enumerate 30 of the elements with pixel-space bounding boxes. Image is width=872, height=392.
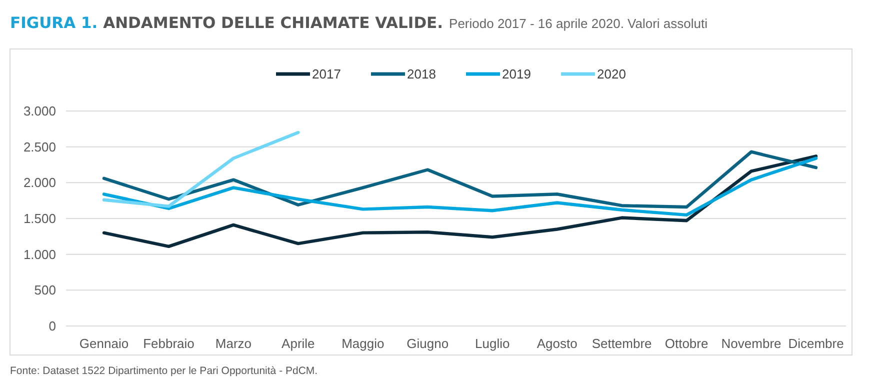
line-series xyxy=(102,150,818,209)
y-tick-label: 2.500 xyxy=(23,139,56,154)
x-tick-label: Maggio xyxy=(342,336,384,351)
y-tick-label: 500 xyxy=(34,282,56,298)
x-tick-label: Novembre xyxy=(721,336,782,351)
x-tick-label: Luglio xyxy=(475,336,510,351)
x-tick-label: Febbraio xyxy=(143,336,194,351)
y-tick-label: 1.500 xyxy=(23,211,56,226)
x-tick-label: Agosto xyxy=(536,336,578,351)
chart-subtitle: Periodo 2017 - 16 aprile 2020. Valori assoluti xyxy=(449,16,708,31)
y-tick-label: 0 xyxy=(48,318,56,334)
x-tick-label: Aprile xyxy=(282,336,315,351)
legend-label: 2017 xyxy=(312,66,341,82)
line-series xyxy=(102,156,818,217)
legend-label: 2018 xyxy=(407,66,436,82)
y-tick-label: 2.000 xyxy=(23,175,56,190)
line-series xyxy=(102,154,818,248)
source-note: Fonte: Dataset 1522 Dipartimento per le Pari Opportunità - PdCM. xyxy=(10,365,318,377)
legend-label: 2019 xyxy=(502,66,531,82)
x-tick-label: Gennaio xyxy=(79,336,129,351)
x-tick-label: Settembre xyxy=(592,336,652,351)
y-tick-label: 1.000 xyxy=(23,246,56,262)
x-tick-label: Dicembre xyxy=(788,336,844,351)
x-tick-label: Marzo xyxy=(215,336,252,351)
y-tick-label: 3.000 xyxy=(23,104,56,119)
line-series xyxy=(102,130,300,208)
chart-title: FIGURA 1. ANDAMENTO DELLE CHIAMATE VALIDE. xyxy=(10,14,444,32)
legend-label: 2020 xyxy=(597,66,626,82)
x-tick-label: Giugno xyxy=(406,336,449,351)
x-tick-label: Ottobre xyxy=(664,336,708,351)
